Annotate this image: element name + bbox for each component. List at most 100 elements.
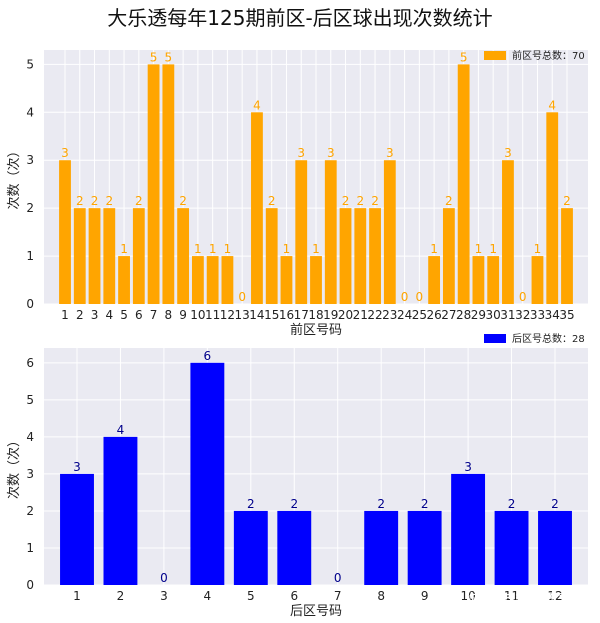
bar	[295, 160, 308, 304]
bar	[487, 256, 500, 304]
data-label: 2	[508, 497, 516, 511]
data-label: 4	[548, 98, 556, 112]
data-label: 5	[460, 50, 468, 64]
y-tick-label: 2	[26, 504, 34, 518]
y-tick-label: 2	[26, 201, 34, 215]
bar	[221, 256, 234, 304]
data-label: 2	[179, 194, 187, 208]
bar	[177, 208, 190, 304]
x-tick-label: 14	[249, 308, 264, 322]
data-label: 4	[117, 423, 125, 437]
x-tick-label: 11	[504, 589, 519, 603]
bar	[233, 510, 268, 585]
chart-title: 大乐透每年125期前区-后区球出现次数统计	[107, 6, 492, 30]
legend-swatch	[484, 334, 506, 343]
y-tick-label: 4	[26, 430, 34, 444]
data-label: 2	[563, 194, 571, 208]
data-label: 0	[334, 571, 342, 585]
x-tick-label: 3	[160, 589, 168, 603]
x-tick-label: 23	[382, 308, 397, 322]
x-tick-label: 28	[456, 308, 471, 322]
data-label: 1	[194, 242, 202, 256]
x-tick-label: 9	[179, 308, 187, 322]
legend-label: 前区号总数：70	[512, 49, 585, 62]
x-tick-label: 8	[165, 308, 173, 322]
bar	[494, 510, 529, 585]
y-tick-label: 6	[26, 356, 34, 370]
bar	[339, 208, 352, 304]
x-tick-label: 24	[397, 308, 412, 322]
y-tick-label: 0	[26, 578, 34, 592]
data-label: 1	[209, 242, 217, 256]
data-label: 0	[519, 290, 527, 304]
x-tick-label: 11	[205, 308, 220, 322]
data-label: 2	[377, 497, 385, 511]
x-tick-label: 12	[220, 308, 235, 322]
bar	[546, 112, 559, 305]
bar	[280, 256, 293, 304]
bar	[206, 256, 219, 304]
bar	[118, 256, 130, 304]
data-label: 0	[160, 571, 168, 585]
x-tick-label: 22	[367, 308, 382, 322]
x-axis-label: 前区号码	[290, 322, 342, 338]
x-tick-label: 8	[377, 589, 385, 603]
bar	[190, 362, 225, 585]
bar	[531, 256, 544, 304]
y-tick-label: 3	[26, 467, 34, 481]
x-tick-label: 12	[547, 589, 562, 603]
y-tick-label: 3	[26, 153, 34, 167]
x-tick-label: 25	[412, 308, 427, 322]
back-zone-chart: 0123456314203642526072829310211212后区号码次数…	[6, 332, 588, 619]
bar	[451, 473, 486, 585]
x-tick-label: 33	[530, 308, 545, 322]
bar	[191, 256, 204, 304]
x-tick-label: 17	[294, 308, 309, 322]
x-tick-label: 18	[308, 308, 323, 322]
data-label: 5	[150, 50, 158, 64]
x-tick-label: 13	[235, 308, 250, 322]
data-label: 2	[551, 497, 559, 511]
y-tick-label: 5	[26, 393, 34, 407]
x-tick-label: 32	[515, 308, 530, 322]
x-tick-label: 34	[545, 308, 560, 322]
watermark: 知乎 @数字故事	[469, 591, 571, 608]
bar	[538, 510, 572, 585]
bar	[73, 208, 86, 304]
bar	[457, 64, 470, 305]
x-tick-label: 29	[471, 308, 486, 322]
y-tick-label: 0	[26, 297, 34, 311]
x-tick-label: 20	[338, 308, 353, 322]
x-tick-label: 6	[290, 589, 298, 603]
y-tick-label: 5	[26, 57, 34, 71]
bar	[442, 208, 455, 304]
data-label: 1	[534, 242, 542, 256]
data-label: 3	[61, 146, 69, 160]
data-label: 1	[489, 242, 497, 256]
x-tick-label: 2	[117, 589, 125, 603]
y-axis-label: 次数（次）	[6, 144, 22, 209]
data-label: 0	[238, 290, 246, 304]
x-tick-label: 4	[204, 589, 212, 603]
bar	[277, 510, 312, 585]
data-label: 1	[120, 242, 128, 256]
data-label: 2	[290, 497, 298, 511]
data-label: 5	[165, 50, 173, 64]
bar	[369, 208, 381, 304]
data-label: 3	[297, 146, 305, 160]
data-label: 2	[445, 194, 453, 208]
bar	[383, 160, 396, 304]
bar	[407, 510, 442, 585]
bar	[147, 64, 160, 305]
data-label: 2	[356, 194, 364, 208]
data-label: 1	[224, 242, 232, 256]
data-label: 2	[91, 194, 99, 208]
legend: 前区号总数：70	[484, 49, 585, 62]
x-tick-label: 16	[279, 308, 294, 322]
bar	[265, 208, 278, 304]
data-label: 0	[416, 290, 424, 304]
data-label: 3	[386, 146, 394, 160]
bar	[132, 208, 145, 304]
bar	[88, 208, 101, 304]
data-label: 2	[135, 194, 143, 208]
